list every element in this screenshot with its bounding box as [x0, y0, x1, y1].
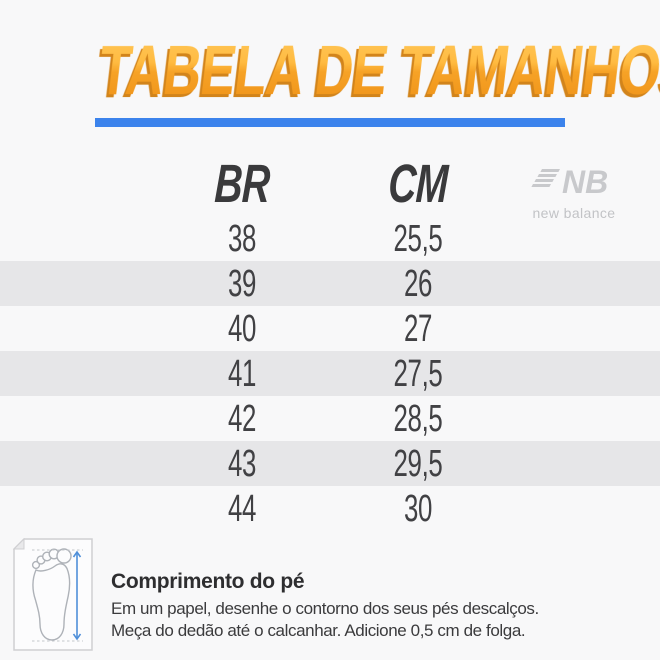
br-value: 41 — [227, 353, 257, 395]
table-row: 43 29,5 — [0, 441, 660, 486]
page-title: TABELA DE TAMANHOS — [95, 31, 660, 109]
cm-value: 30 — [403, 488, 433, 530]
br-value: 38 — [227, 218, 257, 260]
cm-value: 27,5 — [393, 353, 443, 395]
column-header-cm: CM — [387, 154, 449, 214]
brand-block: NB new balance — [524, 162, 624, 221]
br-value: 40 — [227, 308, 257, 350]
table-row: 38 25,5 — [0, 216, 660, 261]
br-value: 39 — [227, 263, 257, 305]
title-underline — [95, 118, 565, 127]
brand-name: new balance — [532, 205, 616, 221]
br-value: 43 — [227, 443, 257, 485]
cm-value: 29,5 — [393, 443, 443, 485]
table-row: 40 27 — [0, 306, 660, 351]
nb-monogram: NB — [562, 164, 608, 200]
guide-instruction-line2: Meça do dedão até o calcanhar. Adicione … — [111, 621, 526, 640]
cm-value: 25,5 — [393, 218, 443, 260]
table-row: 44 30 — [0, 486, 660, 531]
cm-value: 27 — [403, 308, 433, 350]
column-header-br: BR — [213, 154, 271, 214]
cm-value: 26 — [403, 263, 433, 305]
br-value: 44 — [227, 488, 257, 530]
table-row: 41 27,5 — [0, 351, 660, 396]
table-row: 39 26 — [0, 261, 660, 306]
guide-heading: Comprimento do pé — [111, 570, 305, 593]
foot-measure-icon — [12, 537, 93, 656]
new-balance-logo-icon: NB — [531, 164, 608, 200]
size-table: 38 25,5 39 26 40 27 41 27,5 42 28,5 43 2… — [0, 216, 660, 531]
cm-value: 28,5 — [393, 398, 443, 440]
title-row: TABELA DE TAMANHOS — [0, 31, 660, 109]
table-row: 42 28,5 — [0, 396, 660, 441]
br-value: 42 — [227, 398, 257, 440]
guide-instruction-line1: Em um papel, desenhe o contorno dos seus… — [111, 599, 539, 618]
